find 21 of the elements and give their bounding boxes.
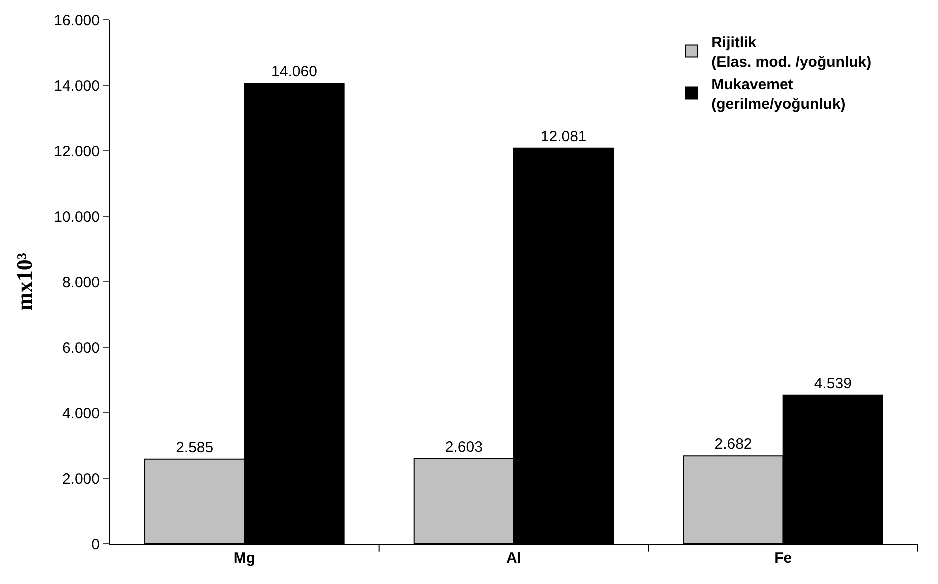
y-tick-label: 2.000 <box>62 470 100 488</box>
legend-label: Rijitlik (Elas. mod. /yoğunluk) <box>712 34 872 71</box>
data-label: 12.081 <box>540 128 587 146</box>
y-axis-title: mx10³ <box>12 252 37 311</box>
y-tick-label: 8.000 <box>62 274 100 292</box>
data-label: 2.585 <box>176 439 214 456</box>
x-tick-label: Al <box>506 550 522 567</box>
y-tick-label: 16.000 <box>54 12 100 30</box>
y-tick-label: 12.000 <box>54 143 100 160</box>
legend-label: Mukavemet (gerilme/yoğunluk) <box>712 76 846 113</box>
x-tick-label: Fe <box>774 550 792 567</box>
y-tick-label: 0 <box>92 536 100 554</box>
y-tick-label: 6.000 <box>62 340 100 357</box>
y-tick-label: 14.000 <box>54 78 100 95</box>
y-tick-label: 10.000 <box>54 208 100 226</box>
y-tick-label: 4.000 <box>62 405 100 422</box>
data-label: 2.603 <box>445 438 483 456</box>
data-label: 4.539 <box>814 375 852 392</box>
data-label: 14.060 <box>272 64 318 81</box>
data-label: 2.682 <box>714 436 752 454</box>
x-tick-label: Mg <box>234 550 256 567</box>
